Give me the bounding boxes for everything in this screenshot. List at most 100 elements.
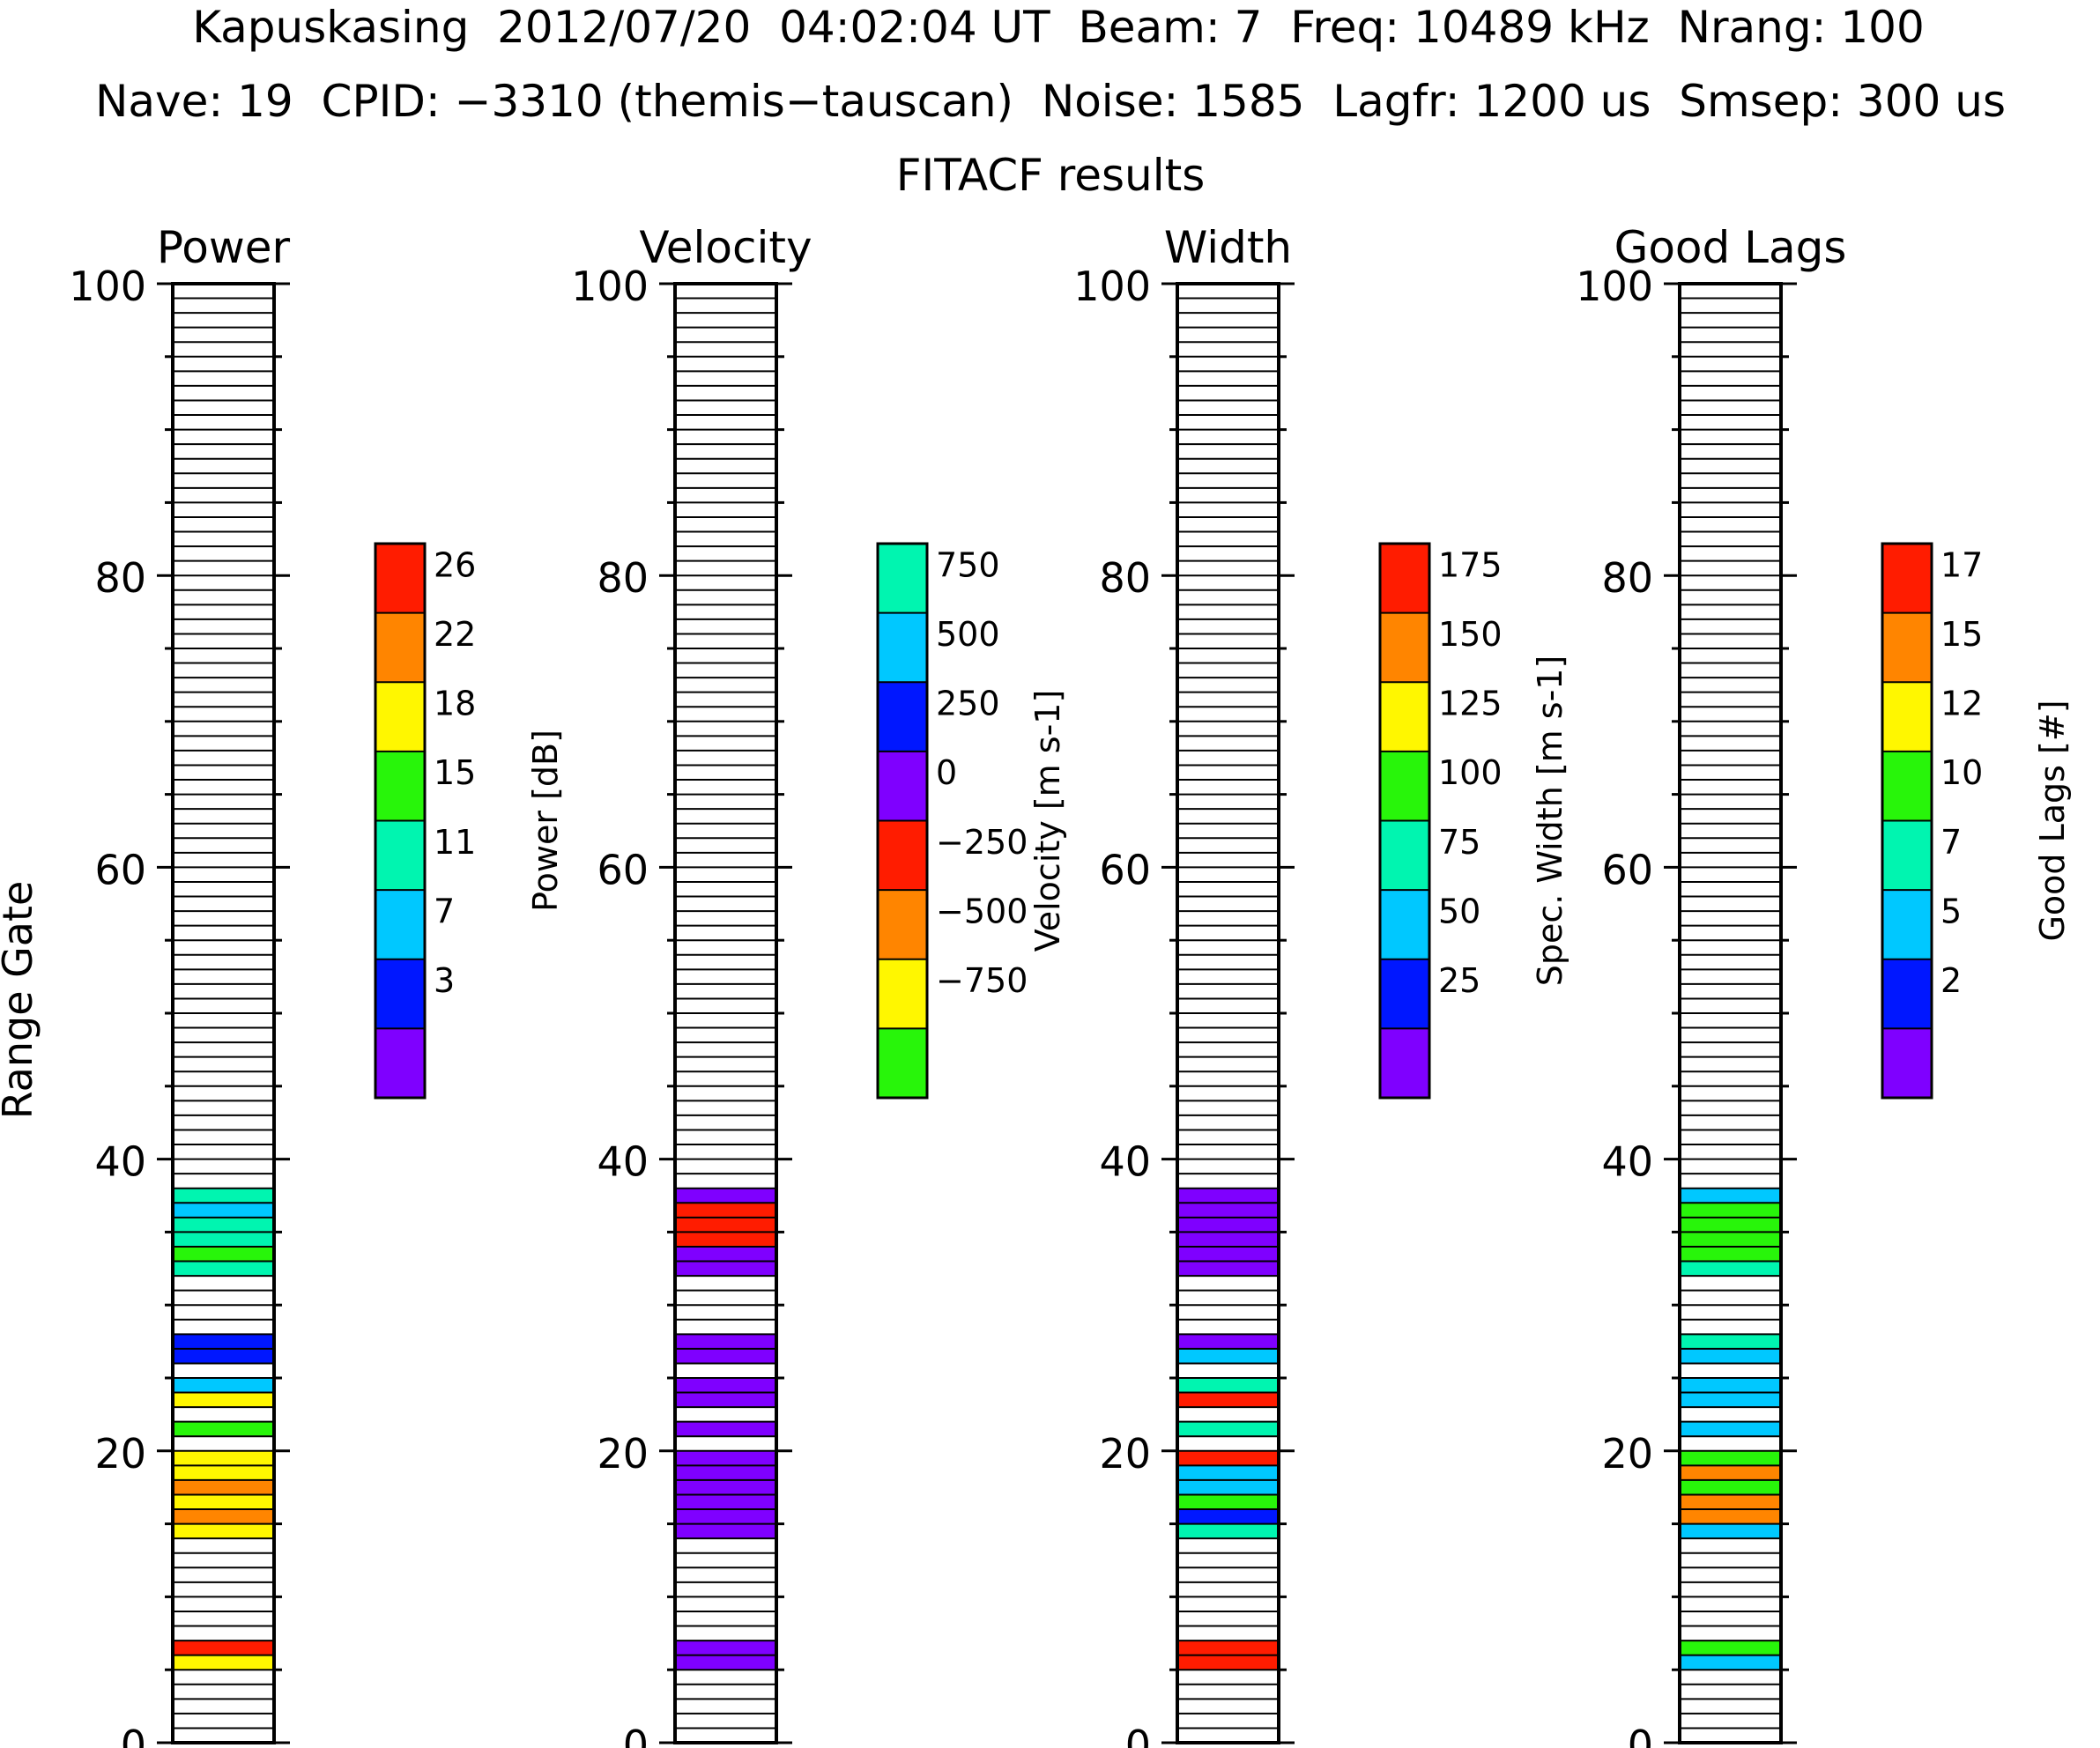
y-tick-label: 60 [597,846,649,893]
y-tick-label: 40 [94,1138,146,1186]
colorbar-swatch [1380,890,1429,959]
panel-power: Power 0 20 40 60 80 100 3 7 11 15 18 22 26 Power [dB] [69,222,565,1748]
panel-title: Good Lags [1614,222,1847,273]
gate-cell [173,1450,274,1466]
gate-cell [1177,1378,1279,1393]
gate-cell [1680,1421,1781,1437]
gate-cell [675,1334,776,1349]
gate-cell [1177,1334,1279,1349]
colorbar-swatch [878,612,927,683]
y-tick-label: 20 [94,1430,146,1478]
gate-cell [1177,1494,1279,1510]
y-tick-label: 80 [1601,554,1653,602]
colorbar-tick-label: 3 [434,961,455,1000]
gate-cell [675,1465,776,1480]
gate-cell [173,1217,274,1233]
colorbar-swatch [878,820,927,891]
colorbar-tick-label: 5 [1940,892,1962,930]
colorbar-frame [1378,542,1431,1100]
colorbar-swatch [1380,751,1429,821]
colorbar-swatch [375,1028,425,1098]
colorbar-swatch [1882,544,1932,613]
colorbar-swatch [878,890,927,959]
gate-cell [1680,1348,1781,1364]
gate-cell [1177,1523,1279,1539]
gate-cell [1680,1641,1781,1655]
gate-cell [675,1392,776,1408]
colorbar-swatch [1380,682,1429,752]
colorbar-swatch [878,1028,927,1098]
colorbar-swatch [375,751,425,821]
gate-cell [1680,1203,1781,1218]
colorbar: 2 5 7 10 12 15 17 Good Lags [#] [1881,542,2072,1100]
gate-cell [1177,1641,1279,1655]
gate-cell [1177,1509,1279,1524]
y-tick-label: 0 [1628,1722,1653,1748]
gate-cell [1177,1261,1279,1277]
colorbar-tick-label: 125 [1438,685,1503,723]
colorbar-swatch [1882,1028,1932,1098]
colorbar-tick-label: 25 [1438,961,1480,1000]
gate-cell [675,1348,776,1364]
gate-cell [173,1465,274,1480]
gate-cell [173,1334,274,1349]
gate-cell [1177,1348,1279,1364]
header-line-2: Nave: 19 CPID: −3310 (themis−tauscan) No… [95,76,2006,127]
header-line-1: Kapuskasing 2012/07/20 04:02:04 UT Beam:… [192,2,1925,53]
gate-cell [1680,1450,1781,1466]
colorbar-swatch [1882,890,1932,959]
y-tick-label: 0 [1125,1722,1151,1748]
gate-cell [1177,1465,1279,1480]
gate-cell [1680,1232,1781,1247]
colorbar-tick-label: 175 [1438,545,1503,584]
y-axis-label: Range Gate [0,881,41,1120]
gate-cell [1680,1246,1781,1262]
colorbar-tick-label: 2 [1940,961,1962,1000]
gate-cell [1177,1421,1279,1437]
panel-width: Width 0 20 40 60 80 100 25 50 75 100 125 150 175 Spec.… [1073,222,1569,1748]
gate-cell [173,1261,274,1277]
y-tick-label: 80 [1099,554,1151,602]
gate-cell [1680,1655,1781,1670]
y-tick-label: 20 [597,1430,649,1478]
colorbar-swatch [1882,959,1932,1029]
y-tick-label: 40 [1601,1138,1653,1186]
gate-cell [1177,1188,1279,1204]
gate-cell [173,1246,274,1262]
colorbar-tick-label: 15 [1940,615,1983,654]
gate-cell [173,1523,274,1539]
gate-cell [675,1509,776,1524]
colorbar-tick-label: 150 [1438,615,1503,654]
colorbar-tick-label: −500 [936,892,1028,930]
colorbar-swatch [375,820,425,891]
gate-cell [1177,1232,1279,1247]
gate-cell [173,1232,274,1247]
colorbar-tick-label: 15 [434,753,476,792]
gate-cell [675,1261,776,1277]
panel-title: Width [1164,222,1292,273]
colorbar-frame [374,542,427,1100]
colorbar-tick-label: 17 [1940,545,1983,584]
gate-cell [1680,1479,1781,1495]
gate-cell [675,1378,776,1393]
colorbar: 25 50 75 100 125 150 175 Spec. Width [m s-1] [1378,542,1569,1100]
gate-cell [1680,1523,1781,1539]
colorbar-swatch [1380,544,1429,613]
colorbar-tick-label: 12 [1940,685,1983,723]
colorbar-tick-label: 22 [434,615,476,654]
colorbar-swatch [1882,820,1932,891]
colorbar-swatch [375,612,425,683]
colorbar-swatch [1380,1028,1429,1098]
gate-cell [1680,1392,1781,1408]
gate-cell [1680,1509,1781,1524]
colorbar-swatch [1380,959,1429,1029]
gate-cell [173,1494,274,1510]
colorbar-swatch [1882,612,1932,683]
colorbar-tick-label: 50 [1438,892,1480,930]
gate-cell [1177,1203,1279,1218]
gate-cell [675,1246,776,1262]
y-tick-label: 0 [121,1722,146,1748]
y-tick-label: 60 [1601,846,1653,893]
